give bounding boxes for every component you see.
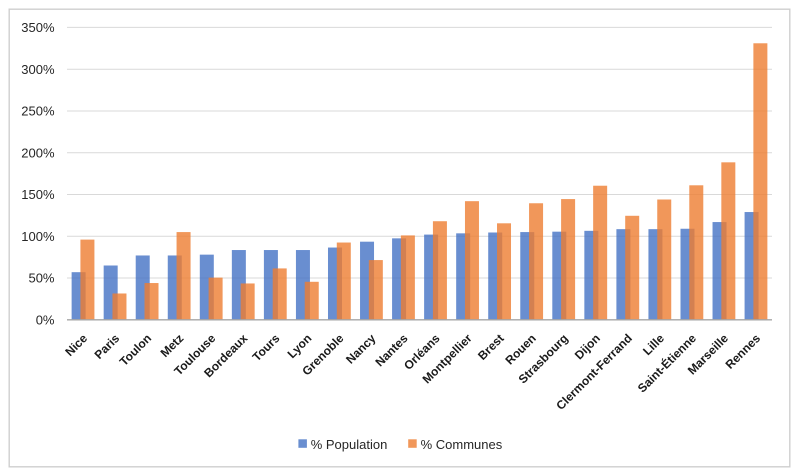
svg-text:350%: 350%	[21, 20, 55, 35]
svg-text:100%: 100%	[21, 229, 55, 244]
svg-text:0%: 0%	[36, 312, 55, 327]
svg-text:50%: 50%	[28, 271, 54, 286]
svg-text:300%: 300%	[21, 62, 55, 77]
svg-text:200%: 200%	[21, 145, 55, 160]
svg-text:% Population: % Population	[311, 437, 388, 452]
svg-text:150%: 150%	[21, 187, 55, 202]
svg-text:% Communes: % Communes	[421, 437, 503, 452]
svg-text:250%: 250%	[21, 104, 55, 119]
